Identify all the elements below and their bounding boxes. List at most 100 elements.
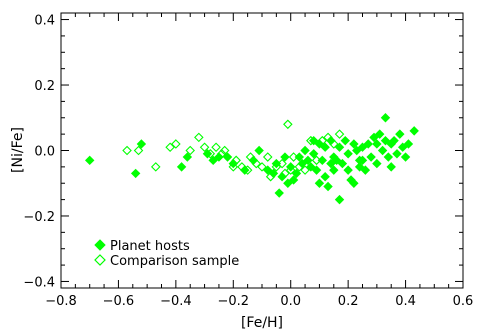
- planet-host-point: [331, 155, 342, 166]
- x-tick-label: 0.2: [338, 294, 359, 309]
- data-points: [85, 113, 419, 205]
- comparison-sample-point: [277, 158, 287, 169]
- planet-host-point: [263, 165, 273, 175]
- comparison-sample-point: [171, 139, 181, 149]
- x-tick-label: 0.6: [453, 294, 474, 309]
- comparison-sample-point: [231, 155, 241, 166]
- comparison-sample-point: [237, 162, 247, 172]
- planet-host-point: [380, 113, 391, 123]
- y-tick-label: −0.4: [23, 275, 55, 290]
- planet-host-point: [392, 149, 402, 159]
- x-tick-label: 0.0: [280, 294, 301, 309]
- planet-host-point: [317, 155, 328, 166]
- comparison-sample-point: [262, 152, 273, 162]
- planet-host-point: [176, 162, 187, 172]
- planet-host-point: [85, 155, 95, 166]
- planet-host-point: [222, 152, 233, 162]
- planet-host-point: [280, 152, 290, 162]
- planet-host-point: [334, 142, 345, 152]
- comparison-sample-point: [217, 148, 227, 159]
- planet-host-point: [320, 142, 330, 152]
- comparison-sample-point: [329, 139, 339, 149]
- planet-host-point: [334, 194, 345, 205]
- comparison-sample-point: [245, 152, 256, 162]
- planet-host-point: [130, 168, 141, 179]
- legend-label-planet-hosts: Planet hosts: [110, 239, 190, 254]
- planet-host-point: [326, 158, 336, 169]
- comparison-sample-point: [251, 158, 262, 169]
- planet-host-point: [337, 158, 348, 169]
- planet-host-point: [354, 162, 365, 172]
- comparison-sample-point: [150, 162, 161, 172]
- planet-host-point: [320, 171, 330, 182]
- legend-marker-comparison-sample: [94, 254, 106, 266]
- comparison-sample-point: [311, 155, 322, 166]
- planet-host-point: [277, 171, 287, 182]
- comparison-sample-point: [288, 152, 299, 162]
- planet-host-point: [323, 181, 333, 192]
- y-axis-title: [Ni/Fe]: [10, 127, 26, 173]
- planet-host-point: [136, 139, 147, 149]
- x-tick-label: −0.4: [160, 294, 192, 309]
- comparison-sample-point: [199, 142, 210, 153]
- planet-host-point: [386, 162, 396, 172]
- comparison-sample-point: [317, 135, 328, 146]
- comparison-sample-point: [133, 145, 144, 156]
- comparison-sample-point: [280, 168, 290, 179]
- comparison-sample-point: [334, 129, 345, 139]
- y-tick-label: 0.4: [34, 14, 55, 29]
- planet-host-point: [366, 152, 376, 162]
- planet-host-point: [343, 149, 353, 159]
- planet-host-point: [372, 139, 382, 149]
- comparison-sample-point: [122, 145, 132, 156]
- planet-host-point: [360, 165, 371, 175]
- planet-host-point: [369, 132, 379, 143]
- planet-host-point: [303, 155, 313, 166]
- planet-host-point: [329, 165, 339, 175]
- planet-host-point: [208, 155, 218, 166]
- comparison-sample-point: [285, 165, 296, 175]
- x-tick-label: −0.2: [217, 294, 249, 309]
- comparison-sample-point: [219, 145, 230, 156]
- comparison-sample-point: [294, 162, 305, 172]
- comparison-sample-point: [257, 162, 267, 172]
- comparison-sample-point: [300, 165, 310, 175]
- planet-host-point: [311, 165, 322, 175]
- planet-host-point: [314, 178, 325, 188]
- x-tick-label: −0.8: [45, 294, 77, 309]
- x-axis-title: [Fe/H]: [241, 315, 283, 331]
- planet-host-point: [372, 158, 382, 169]
- comparison-sample-point: [306, 135, 316, 146]
- legend-label-comparison-sample: Comparison sample: [110, 254, 239, 269]
- planet-host-point: [343, 165, 353, 175]
- comparison-sample-point: [265, 171, 276, 182]
- planet-host-point: [403, 139, 414, 149]
- planet-host-point: [397, 142, 408, 152]
- planet-host-point: [291, 168, 302, 179]
- comparison-sample-point: [228, 162, 239, 172]
- comparison-sample-point: [194, 132, 204, 143]
- planet-host-point: [349, 139, 359, 149]
- planet-host-point: [240, 165, 250, 175]
- y-tick-label: 0.0: [34, 145, 55, 160]
- planet-host-point: [340, 135, 350, 146]
- legend: Planet hosts Comparison sample: [94, 239, 239, 269]
- planet-host-point: [400, 152, 411, 162]
- planet-host-point: [380, 135, 391, 146]
- planet-host-point: [288, 175, 299, 185]
- planet-host-point: [308, 149, 319, 159]
- planet-host-point: [300, 145, 310, 156]
- planet-host-point: [357, 142, 368, 152]
- planet-host-point: [274, 188, 284, 198]
- planet-host-point: [283, 178, 293, 188]
- planet-host-point: [202, 149, 213, 159]
- planet-host-point: [383, 152, 394, 162]
- planet-host-point: [395, 129, 405, 139]
- axis-ticks: [60, 13, 464, 288]
- comparison-sample-point: [283, 119, 293, 130]
- planet-host-point: [375, 129, 385, 139]
- planet-host-point: [352, 145, 362, 156]
- planet-host-point: [308, 135, 319, 146]
- planet-host-point: [306, 162, 316, 172]
- planet-host-point: [214, 152, 224, 162]
